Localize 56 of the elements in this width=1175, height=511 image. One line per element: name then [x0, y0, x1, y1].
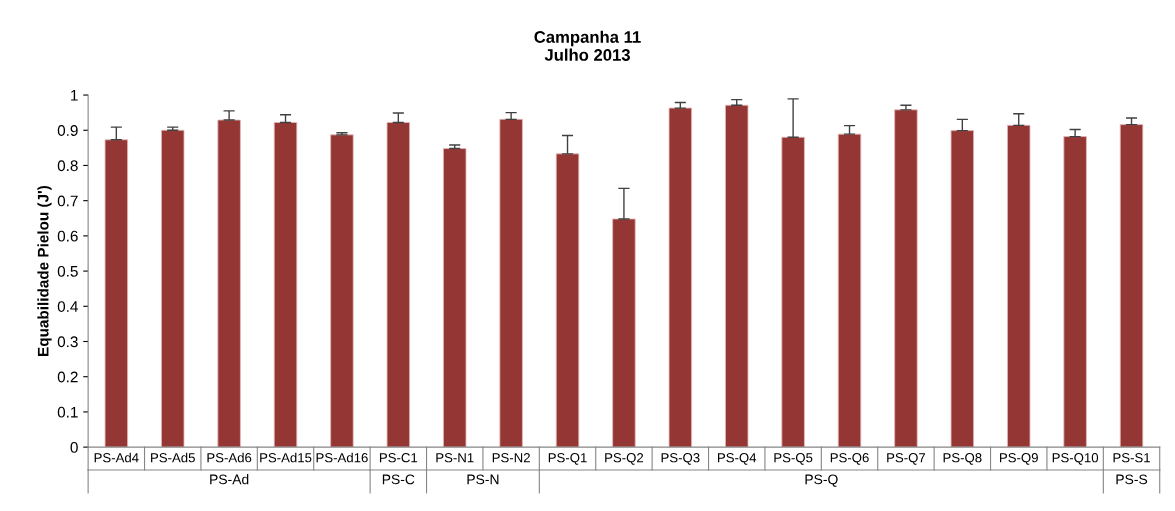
y-tick-label: 0.9 — [57, 125, 78, 136]
y-tick-label: 1 — [71, 90, 78, 101]
y-tick-label: 0.5 — [57, 265, 78, 277]
bar — [1007, 124, 1031, 448]
y-tick-label: 0.7 — [57, 195, 78, 207]
x-tick-label: PS-Q9 — [1000, 453, 1038, 465]
bar — [555, 153, 580, 448]
bar — [217, 119, 241, 448]
x-tick-label: PS-Q8 — [943, 453, 982, 465]
y-tick-label: 0.8 — [57, 160, 78, 172]
x-tick-label: PS-Q10 — [1052, 453, 1099, 465]
x-tick-label: PS-Q2 — [605, 453, 644, 465]
bar — [386, 122, 411, 448]
text: PS-S — [1116, 474, 1148, 485]
bar — [1063, 136, 1087, 448]
bar — [837, 133, 862, 448]
y-tick-label: 0.4 — [57, 301, 78, 312]
bar — [104, 139, 129, 448]
x-tick-label: PS-C1 — [379, 453, 418, 463]
x-tick-label: PS-N1 — [436, 453, 474, 463]
x-tick-label: PS-Ad15 — [260, 452, 312, 463]
x-tick-label: PS-Q3 — [661, 453, 700, 465]
text: PS-Q — [805, 474, 838, 487]
x-tick-label: PS-Ad6 — [207, 452, 252, 463]
y-axis-title: Equabilidade Pielou (J') — [37, 185, 52, 356]
y-tick-label: 0 — [70, 441, 78, 453]
x-tick-label: PS-Q4 — [718, 453, 757, 465]
text: PS-Ad — [210, 474, 249, 485]
x-tick-label: PS-Ad5 — [151, 452, 195, 463]
x-tick-label: PS-S1 — [1113, 453, 1150, 463]
x-tick-label: PS-Q6 — [830, 453, 869, 465]
bar — [950, 130, 975, 448]
bar — [894, 109, 918, 448]
bar — [668, 107, 693, 448]
x-tick-label: PS-Ad16 — [316, 452, 368, 463]
y-tick-label: 0.6 — [57, 230, 78, 242]
bar — [1119, 124, 1144, 448]
chart-title: Campanha 11 Julho 2013 — [534, 30, 641, 61]
bar — [161, 129, 185, 448]
y-tick-label: 0.3 — [57, 336, 78, 348]
x-tick-label: PS-Q5 — [774, 453, 813, 465]
text: PS-N — [467, 474, 499, 485]
bar — [781, 136, 805, 448]
y-tick-label: 0.2 — [57, 371, 78, 383]
x-tick-label: PS-N2 — [492, 453, 530, 463]
y-tick-label: 0.1 — [57, 406, 78, 418]
x-tick-label: PS-Ad4 — [94, 452, 139, 463]
bar — [330, 134, 354, 448]
text: PS-C — [382, 474, 415, 485]
x-tick-label: PS-Q7 — [887, 453, 926, 465]
bar — [612, 218, 636, 448]
bar — [273, 122, 298, 448]
x-tick-label: PS-Q1 — [548, 453, 587, 465]
bar — [499, 118, 523, 448]
bar — [443, 148, 467, 448]
bar — [725, 104, 749, 448]
